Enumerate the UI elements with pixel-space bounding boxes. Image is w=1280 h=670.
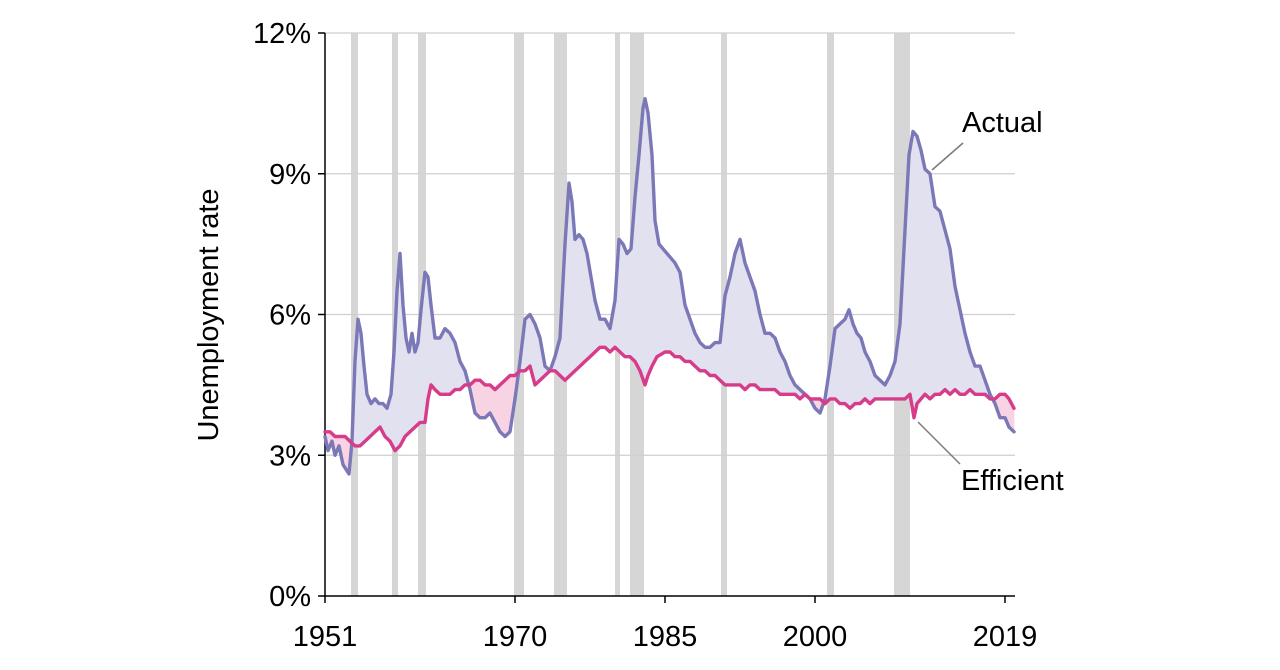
x-tick-label: 1985 xyxy=(633,621,698,653)
y-tick-label: 0% xyxy=(269,581,311,613)
y-tick-label: 9% xyxy=(269,159,311,191)
actual-series-label: Actual xyxy=(962,107,1043,139)
x-tick-label: 2019 xyxy=(973,621,1038,653)
x-tick-label: 2000 xyxy=(783,621,848,653)
series-lines xyxy=(323,97,1016,476)
tick-labels: 0% 3% 6% 9% 12% 1951 1970 1985 2000 2019 xyxy=(253,18,1037,653)
efficient-series-label: Efficient xyxy=(961,465,1064,497)
y-axis-title: Unemployment rate xyxy=(193,188,225,441)
y-tick-label: 6% xyxy=(269,300,311,332)
x-tick-label: 1970 xyxy=(483,621,548,653)
actual-series-line xyxy=(323,97,1016,476)
series-callouts: Actual Efficient xyxy=(917,107,1064,497)
actual-callout-line xyxy=(931,142,964,171)
y-tick-label: 3% xyxy=(269,440,311,472)
y-tick-label: 12% xyxy=(253,18,311,50)
x-tick-label: 1951 xyxy=(293,621,358,653)
gap-fill-segment xyxy=(1013,407,1015,433)
efficient-series-line xyxy=(323,345,1016,453)
efficient-callout-line xyxy=(917,421,961,465)
